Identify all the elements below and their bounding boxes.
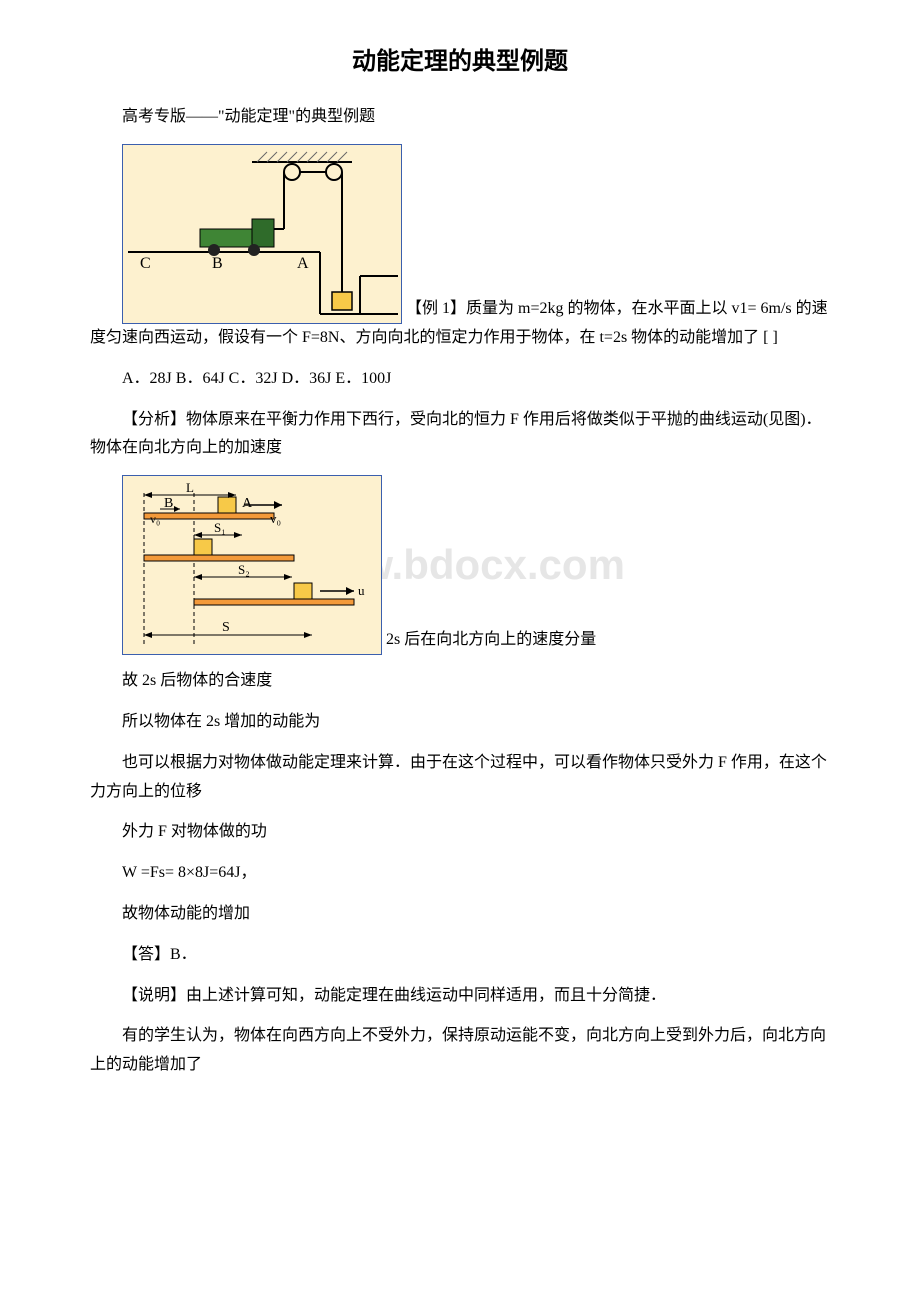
svg-text:v₀: v₀ [270,511,281,526]
svg-text:A: A [242,496,253,511]
svg-text:A: A [297,255,309,272]
page-title: 动能定理的典型例题 [90,40,830,83]
intro-text: 高考专版——"动能定理"的典型例题 [90,103,830,132]
line-3: 也可以根据力对物体做动能定理来计算．由于在这个过程中，可以看作物体只受外力 F … [90,749,830,807]
formula: W =Fs= 8×8J=64J， [90,859,830,888]
svg-text:S₂: S₂ [238,562,250,577]
line-4: 外力 F 对物体做的功 [90,818,830,847]
svg-text:L: L [186,480,194,495]
answer: 【答】B． [90,941,830,970]
diagram-2: B A v₀ L v₀ S₁ [122,475,382,655]
svg-text:S: S [222,620,230,635]
diagram2-trail: 2s 后在向北方向上的速度分量 [386,631,596,648]
diagram-1: C B A [122,144,402,324]
line-1: 故 2s 后物体的合速度 [90,667,830,696]
svg-text:u: u [358,583,365,598]
analysis-1: 【分析】物体原来在平衡力作用下西行，受向北的恒力 F 作用后将做类似于平抛的曲线… [90,406,830,464]
line-5: 故物体动能的增加 [90,900,830,929]
line-2: 所以物体在 2s 增加的动能为 [90,708,830,737]
svg-text:C: C [140,255,151,272]
svg-text:v₀: v₀ [150,512,160,526]
options-text: A．28J B．64J C．32J D．36J E．100J [90,365,830,394]
explanation-2: 有的学生认为，物体在向西方向上不受外力，保持原动运能不变，向北方向上受到外力后，… [90,1022,830,1080]
svg-text:S₁: S₁ [214,520,226,535]
explanation-1: 【说明】由上述计算可知，动能定理在曲线运动中同样适用，而且十分简捷． [90,982,830,1011]
svg-text:B: B [212,255,223,272]
